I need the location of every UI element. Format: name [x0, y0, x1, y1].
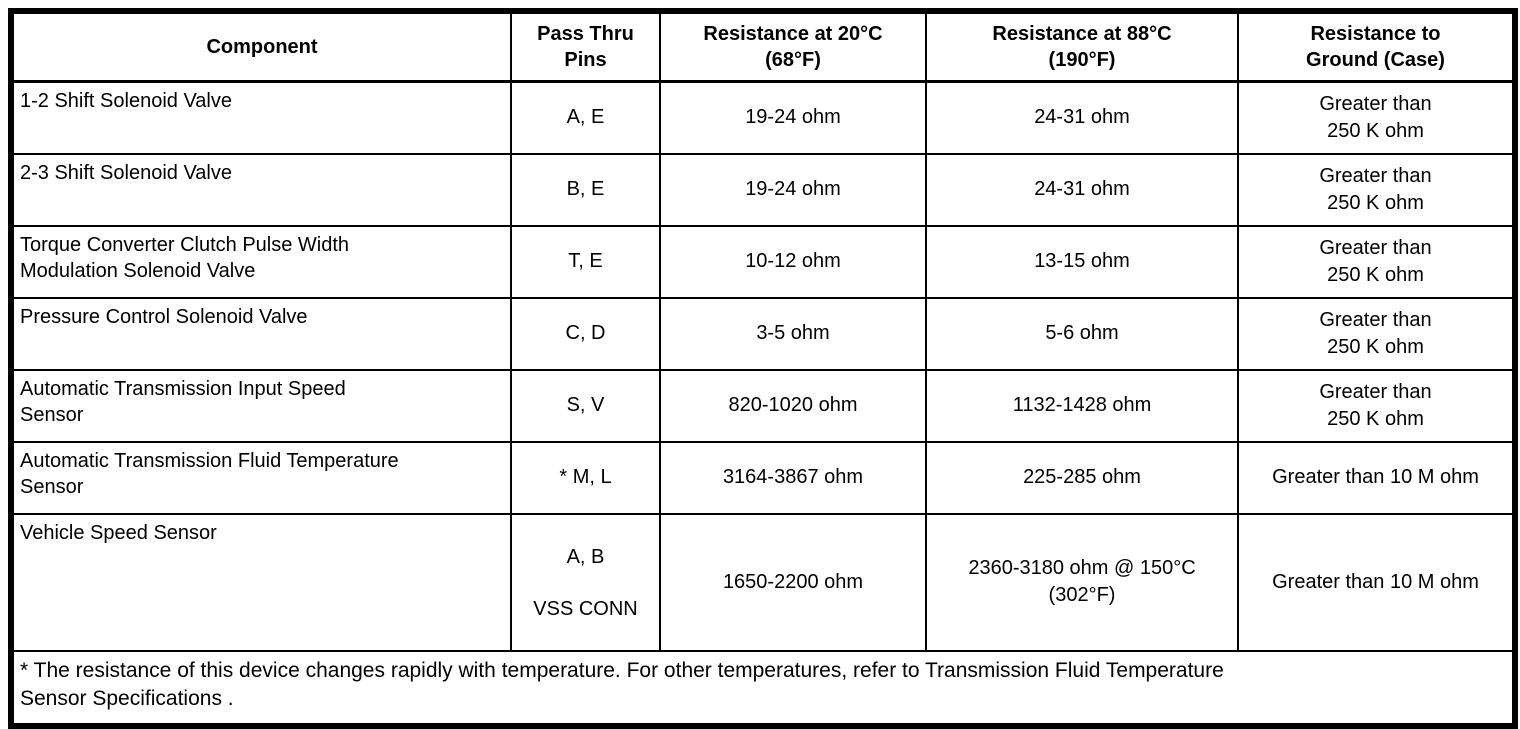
col-header-resistance-ground: Resistance to Ground (Case)	[1237, 10, 1516, 83]
resistance-ground-cell: Greater than 10 M ohm	[1237, 440, 1516, 515]
component-cell: 2-3 Shift Solenoid Valve	[10, 152, 512, 227]
resistance-ground-cell: Greater than 250 K ohm	[1237, 296, 1516, 371]
resistance-20c-cell: 820-1020 ohm	[659, 368, 927, 443]
header-row: Component Pass Thru Pins Resistance at 2…	[10, 10, 1516, 83]
table-row: 2-3 Shift Solenoid Valve B, E 19-24 ohm …	[10, 152, 1516, 227]
pins-cell: * M, L	[510, 440, 661, 515]
resistance-88c-cell: 24-31 ohm	[925, 80, 1239, 155]
resistance-20c-cell: 10-12 ohm	[659, 224, 927, 299]
resistance-ground-cell: Greater than 10 M ohm	[1237, 512, 1516, 652]
footnote: * The resistance of this device changes …	[10, 649, 1516, 727]
component-cell: Pressure Control Solenoid Valve	[10, 296, 512, 371]
pins-split-wrap: A, B VSS CONN	[513, 538, 658, 627]
pins-cell: C, D	[510, 296, 661, 371]
resistance-ground-cell: Greater than 250 K ohm	[1237, 368, 1516, 443]
table-row: Pressure Control Solenoid Valve C, D 3-5…	[10, 296, 1516, 371]
col-header-resistance-88c: Resistance at 88°C (190°F)	[925, 10, 1239, 83]
document-page: Component Pass Thru Pins Resistance at 2…	[8, 8, 1518, 729]
resistance-88c-cell: 1132-1428 ohm	[925, 368, 1239, 443]
pins-cell: A, B VSS CONN	[510, 512, 661, 652]
pins-cell: A, E	[510, 80, 661, 155]
resistance-88c-cell: 13-15 ohm	[925, 224, 1239, 299]
footnote-row: * The resistance of this device changes …	[10, 649, 1516, 727]
resistance-88c-cell: 225-285 ohm	[925, 440, 1239, 515]
resistance-20c-cell: 19-24 ohm	[659, 152, 927, 227]
table-row: Automatic Transmission Input Speed Senso…	[10, 368, 1516, 443]
resistance-ground-cell: Greater than 250 K ohm	[1237, 152, 1516, 227]
resistance-88c-cell: 2360-3180 ohm @ 150°C (302°F)	[925, 512, 1239, 652]
component-cell: Automatic Transmission Input Speed Senso…	[10, 368, 512, 443]
resistance-spec-table: Component Pass Thru Pins Resistance at 2…	[8, 8, 1518, 729]
resistance-88c-cell: 5-6 ohm	[925, 296, 1239, 371]
pins-line-bottom: VSS CONN	[533, 597, 638, 620]
table-row: Automatic Transmission Fluid Temperature…	[10, 440, 1516, 515]
table-row: Torque Converter Clutch Pulse Width Modu…	[10, 224, 1516, 299]
pins-cell: T, E	[510, 224, 661, 299]
component-cell: Vehicle Speed Sensor	[10, 512, 512, 652]
pins-cell: S, V	[510, 368, 661, 443]
table-row: 1-2 Shift Solenoid Valve A, E 19-24 ohm …	[10, 80, 1516, 155]
pins-line-top: A, B	[566, 545, 605, 568]
col-header-resistance-20c: Resistance at 20°C (68°F)	[659, 10, 927, 83]
pins-cell: B, E	[510, 152, 661, 227]
col-header-component: Component	[10, 10, 512, 83]
resistance-20c-cell: 1650-2200 ohm	[659, 512, 927, 652]
resistance-ground-cell: Greater than 250 K ohm	[1237, 224, 1516, 299]
resistance-20c-cell: 3164-3867 ohm	[659, 440, 927, 515]
component-cell: Automatic Transmission Fluid Temperature…	[10, 440, 512, 515]
resistance-88c-cell: 24-31 ohm	[925, 152, 1239, 227]
col-header-pass-thru-pins: Pass Thru Pins	[510, 10, 661, 83]
resistance-20c-cell: 19-24 ohm	[659, 80, 927, 155]
resistance-20c-cell: 3-5 ohm	[659, 296, 927, 371]
component-cell: Torque Converter Clutch Pulse Width Modu…	[10, 224, 512, 299]
table-row: Vehicle Speed Sensor A, B VSS CONN 1650-…	[10, 512, 1516, 652]
resistance-ground-cell: Greater than 250 K ohm	[1237, 80, 1516, 155]
component-cell: 1-2 Shift Solenoid Valve	[10, 80, 512, 155]
